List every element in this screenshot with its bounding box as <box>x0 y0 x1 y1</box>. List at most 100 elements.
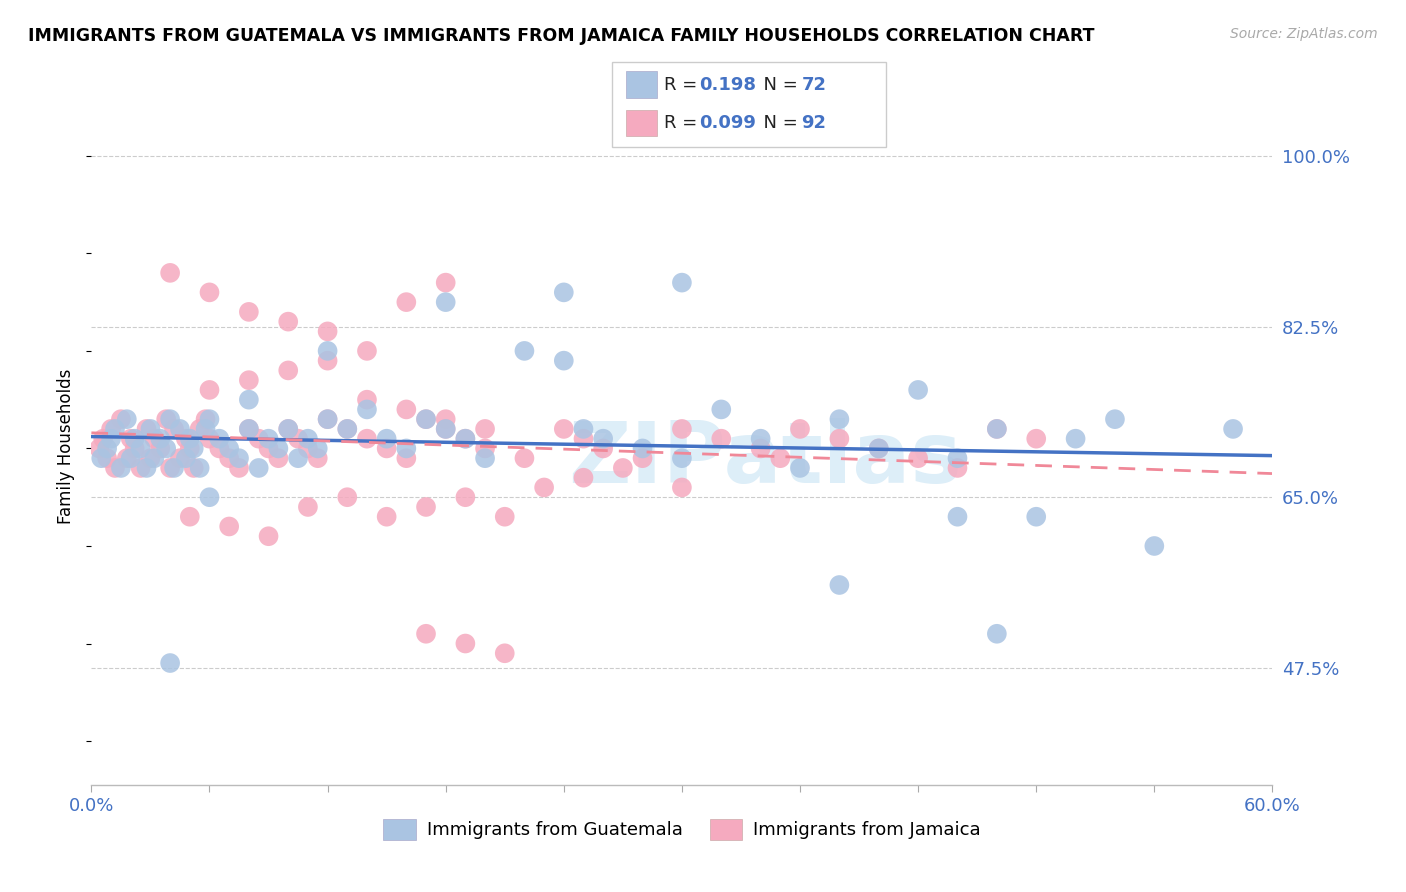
Point <box>96 442 118 456</box>
Point <box>454 490 477 504</box>
Point <box>238 392 260 407</box>
Point <box>1104 412 1126 426</box>
Point <box>946 461 969 475</box>
Point <box>946 509 969 524</box>
Point <box>174 451 197 466</box>
Point <box>100 422 122 436</box>
Point <box>183 461 205 475</box>
Point <box>257 529 280 543</box>
Point <box>135 422 157 436</box>
Point <box>474 451 496 466</box>
Point <box>91 432 114 446</box>
Point <box>238 422 260 436</box>
Point <box>415 627 437 641</box>
Point <box>868 442 890 456</box>
Point <box>247 432 270 446</box>
Point <box>631 451 654 466</box>
Point <box>356 392 378 407</box>
Point <box>297 432 319 446</box>
Point <box>179 442 201 456</box>
Point <box>307 451 329 466</box>
Point <box>179 432 201 446</box>
Point <box>868 442 890 456</box>
Point <box>415 412 437 426</box>
Point <box>238 373 260 387</box>
Point <box>395 442 418 456</box>
Point <box>277 363 299 377</box>
Point <box>159 656 181 670</box>
Point <box>115 412 138 426</box>
Point <box>336 422 359 436</box>
Point <box>572 432 595 446</box>
Point <box>395 402 418 417</box>
Point <box>218 519 240 533</box>
Point <box>115 451 138 466</box>
Text: 0.099: 0.099 <box>699 114 755 132</box>
Point <box>494 509 516 524</box>
Point <box>631 442 654 456</box>
Point <box>316 412 339 426</box>
Point <box>89 442 111 456</box>
Point <box>434 422 457 436</box>
Point <box>1143 539 1166 553</box>
Legend: Immigrants from Guatemala, Immigrants from Jamaica: Immigrants from Guatemala, Immigrants fr… <box>375 812 988 847</box>
Point <box>513 451 536 466</box>
Point <box>356 343 378 358</box>
Point <box>120 432 142 446</box>
Point <box>267 451 290 466</box>
Point <box>149 432 172 446</box>
Point <box>434 422 457 436</box>
Point <box>129 461 152 475</box>
Text: 92: 92 <box>801 114 827 132</box>
Point <box>316 353 339 368</box>
Text: ZIPatlas: ZIPatlas <box>568 418 962 501</box>
Point <box>356 432 378 446</box>
Point <box>356 402 378 417</box>
Point <box>986 422 1008 436</box>
Point <box>267 442 290 456</box>
Point <box>208 442 231 456</box>
Point <box>228 461 250 475</box>
Point <box>592 432 614 446</box>
Point <box>710 402 733 417</box>
Point <box>1064 432 1087 446</box>
Point <box>375 509 398 524</box>
Point <box>194 412 217 426</box>
Point <box>316 343 339 358</box>
Point <box>907 451 929 466</box>
Point <box>257 442 280 456</box>
Point <box>336 490 359 504</box>
Point <box>395 295 418 310</box>
Point <box>287 451 309 466</box>
Point <box>110 461 132 475</box>
Point <box>434 412 457 426</box>
Point <box>120 451 142 466</box>
Text: R =: R = <box>664 114 703 132</box>
Point <box>139 422 162 436</box>
Point <box>986 422 1008 436</box>
Point <box>228 451 250 466</box>
Text: N =: N = <box>752 76 804 94</box>
Point <box>96 451 118 466</box>
Point <box>671 422 693 436</box>
Point <box>218 442 240 456</box>
Point <box>163 422 186 436</box>
Point <box>238 305 260 319</box>
Point <box>163 461 186 475</box>
Point <box>375 442 398 456</box>
Point <box>169 422 191 436</box>
Text: 72: 72 <box>801 76 827 94</box>
Point <box>434 295 457 310</box>
Point <box>135 461 157 475</box>
Point <box>553 353 575 368</box>
Point <box>287 432 309 446</box>
Point <box>247 461 270 475</box>
Text: 0.198: 0.198 <box>699 76 756 94</box>
Point <box>336 422 359 436</box>
Text: IMMIGRANTS FROM GUATEMALA VS IMMIGRANTS FROM JAMAICA FAMILY HOUSEHOLDS CORRELATI: IMMIGRANTS FROM GUATEMALA VS IMMIGRANTS … <box>28 27 1095 45</box>
Point <box>174 432 197 446</box>
Point <box>474 442 496 456</box>
Point <box>749 442 772 456</box>
Point <box>208 432 231 446</box>
Point <box>986 627 1008 641</box>
